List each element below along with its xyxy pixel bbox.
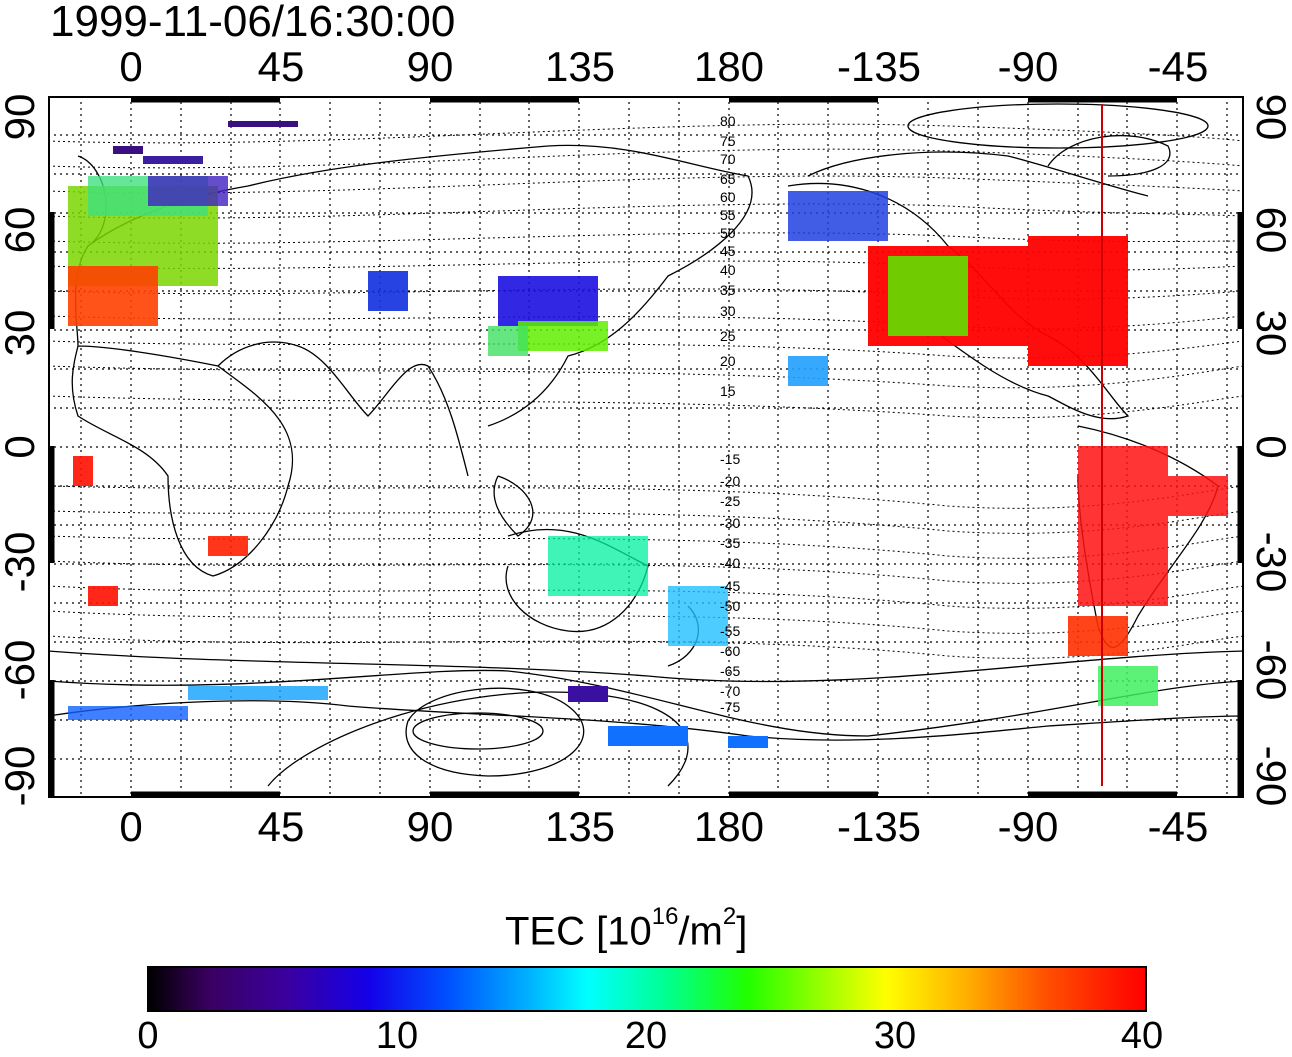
lat-tick-right: 0 [1248, 435, 1292, 459]
contour-label: 30 [720, 303, 736, 319]
colorbar-tick: 0 [137, 1015, 159, 1057]
lon-tick-top: 0 [119, 43, 143, 90]
tec-map: 80 75 70 65 60 55 50 45 40 35 30 25 20 15 -15 -20 -25 -30… [48, 96, 1244, 798]
tec-data-points [68, 121, 1228, 748]
grid-lines [48, 96, 1244, 798]
lon-tick-bottom: -45 [1147, 803, 1209, 850]
contour-label: -75 [720, 699, 740, 715]
colorbar-tick: 20 [624, 1015, 668, 1057]
lon-tick-top: -90 [997, 43, 1059, 90]
lon-tick-bottom: 45 [257, 803, 305, 850]
lat-tick-right: 30 [1248, 309, 1292, 357]
contour-label: -65 [720, 663, 740, 679]
colorbar-tick: 30 [873, 1015, 917, 1057]
colorbar-tick: 40 [1120, 1015, 1164, 1057]
frame-bars [48, 96, 1244, 798]
lon-tick-top: 90 [406, 43, 454, 90]
contour-label: 45 [720, 243, 736, 259]
polar-contours [48, 103, 1244, 787]
lat-tick-left: 0 [0, 435, 43, 459]
lat-tick-right: 90 [1248, 93, 1292, 141]
lat-tick-left: 30 [0, 309, 43, 357]
contour-label: 80 [720, 113, 736, 129]
timestamp-title: 1999-11-06/16:30:00 [50, 0, 456, 46]
colorbar-tick: 10 [375, 1015, 419, 1057]
contour-label: -40 [720, 555, 740, 571]
colorbar-title-exponent: 2 [722, 903, 737, 930]
contour-label: -30 [720, 515, 740, 531]
contour-label: 60 [720, 189, 736, 205]
contour-label: 75 [720, 133, 736, 149]
contour-label: 25 [720, 328, 736, 344]
contour-label: -70 [720, 683, 740, 699]
contour-label: 55 [720, 207, 736, 223]
colorbar-title: TEC [1016/m2] [505, 900, 747, 954]
lon-tick-top: -135 [836, 43, 922, 90]
contour-label: -25 [720, 493, 740, 509]
colorbar [147, 966, 1147, 1012]
lat-tick-right: 60 [1248, 206, 1292, 254]
lon-tick-top: -45 [1147, 43, 1209, 90]
contour-label: 40 [720, 262, 736, 278]
contour-label: -20 [720, 473, 740, 489]
lon-tick-bottom: -90 [997, 803, 1059, 850]
contour-label: -50 [720, 598, 740, 614]
contour-label: -55 [720, 623, 740, 639]
contour-label: -60 [720, 643, 740, 659]
colorbar-title-bracket: ] [736, 909, 748, 954]
lon-tick-bottom: 135 [544, 803, 616, 850]
contour-labels: 80 75 70 65 60 55 50 45 40 35 30 25 20 15 -15 -20 -25 -30… [720, 113, 740, 715]
coastlines [48, 134, 1244, 741]
lat-tick-left: -30 [0, 531, 43, 593]
contour-label: 35 [720, 282, 736, 298]
lon-tick-top: 45 [257, 43, 305, 90]
lat-tick-left: -90 [0, 745, 43, 807]
contour-label: 20 [720, 353, 736, 369]
contour-label: -15 [720, 451, 740, 467]
lon-tick-bottom: 180 [693, 803, 765, 850]
colorbar-title-unit: /m [678, 909, 723, 954]
lat-tick-left: -60 [0, 639, 43, 701]
contour-label: -45 [720, 578, 740, 594]
colorbar-title-text: TEC [10 [505, 909, 652, 954]
lon-tick-bottom: 90 [406, 803, 454, 850]
lon-tick-top: 135 [544, 43, 616, 90]
contour-label: 50 [720, 225, 736, 241]
lat-tick-right: -90 [1248, 745, 1292, 807]
lat-tick-left: 90 [0, 93, 43, 141]
colorbar-title-exponent: 16 [651, 903, 679, 930]
lon-tick-bottom: 0 [119, 803, 143, 850]
contour-label: -35 [720, 535, 740, 551]
lon-tick-bottom: -135 [836, 803, 922, 850]
contour-label: 65 [720, 171, 736, 187]
lat-tick-right: -60 [1248, 639, 1292, 701]
contour-label: 15 [720, 383, 736, 399]
contour-label: 70 [720, 151, 736, 167]
lon-tick-top: 180 [693, 43, 765, 90]
lat-tick-right: -30 [1248, 531, 1292, 593]
lat-tick-left: 60 [0, 206, 43, 254]
